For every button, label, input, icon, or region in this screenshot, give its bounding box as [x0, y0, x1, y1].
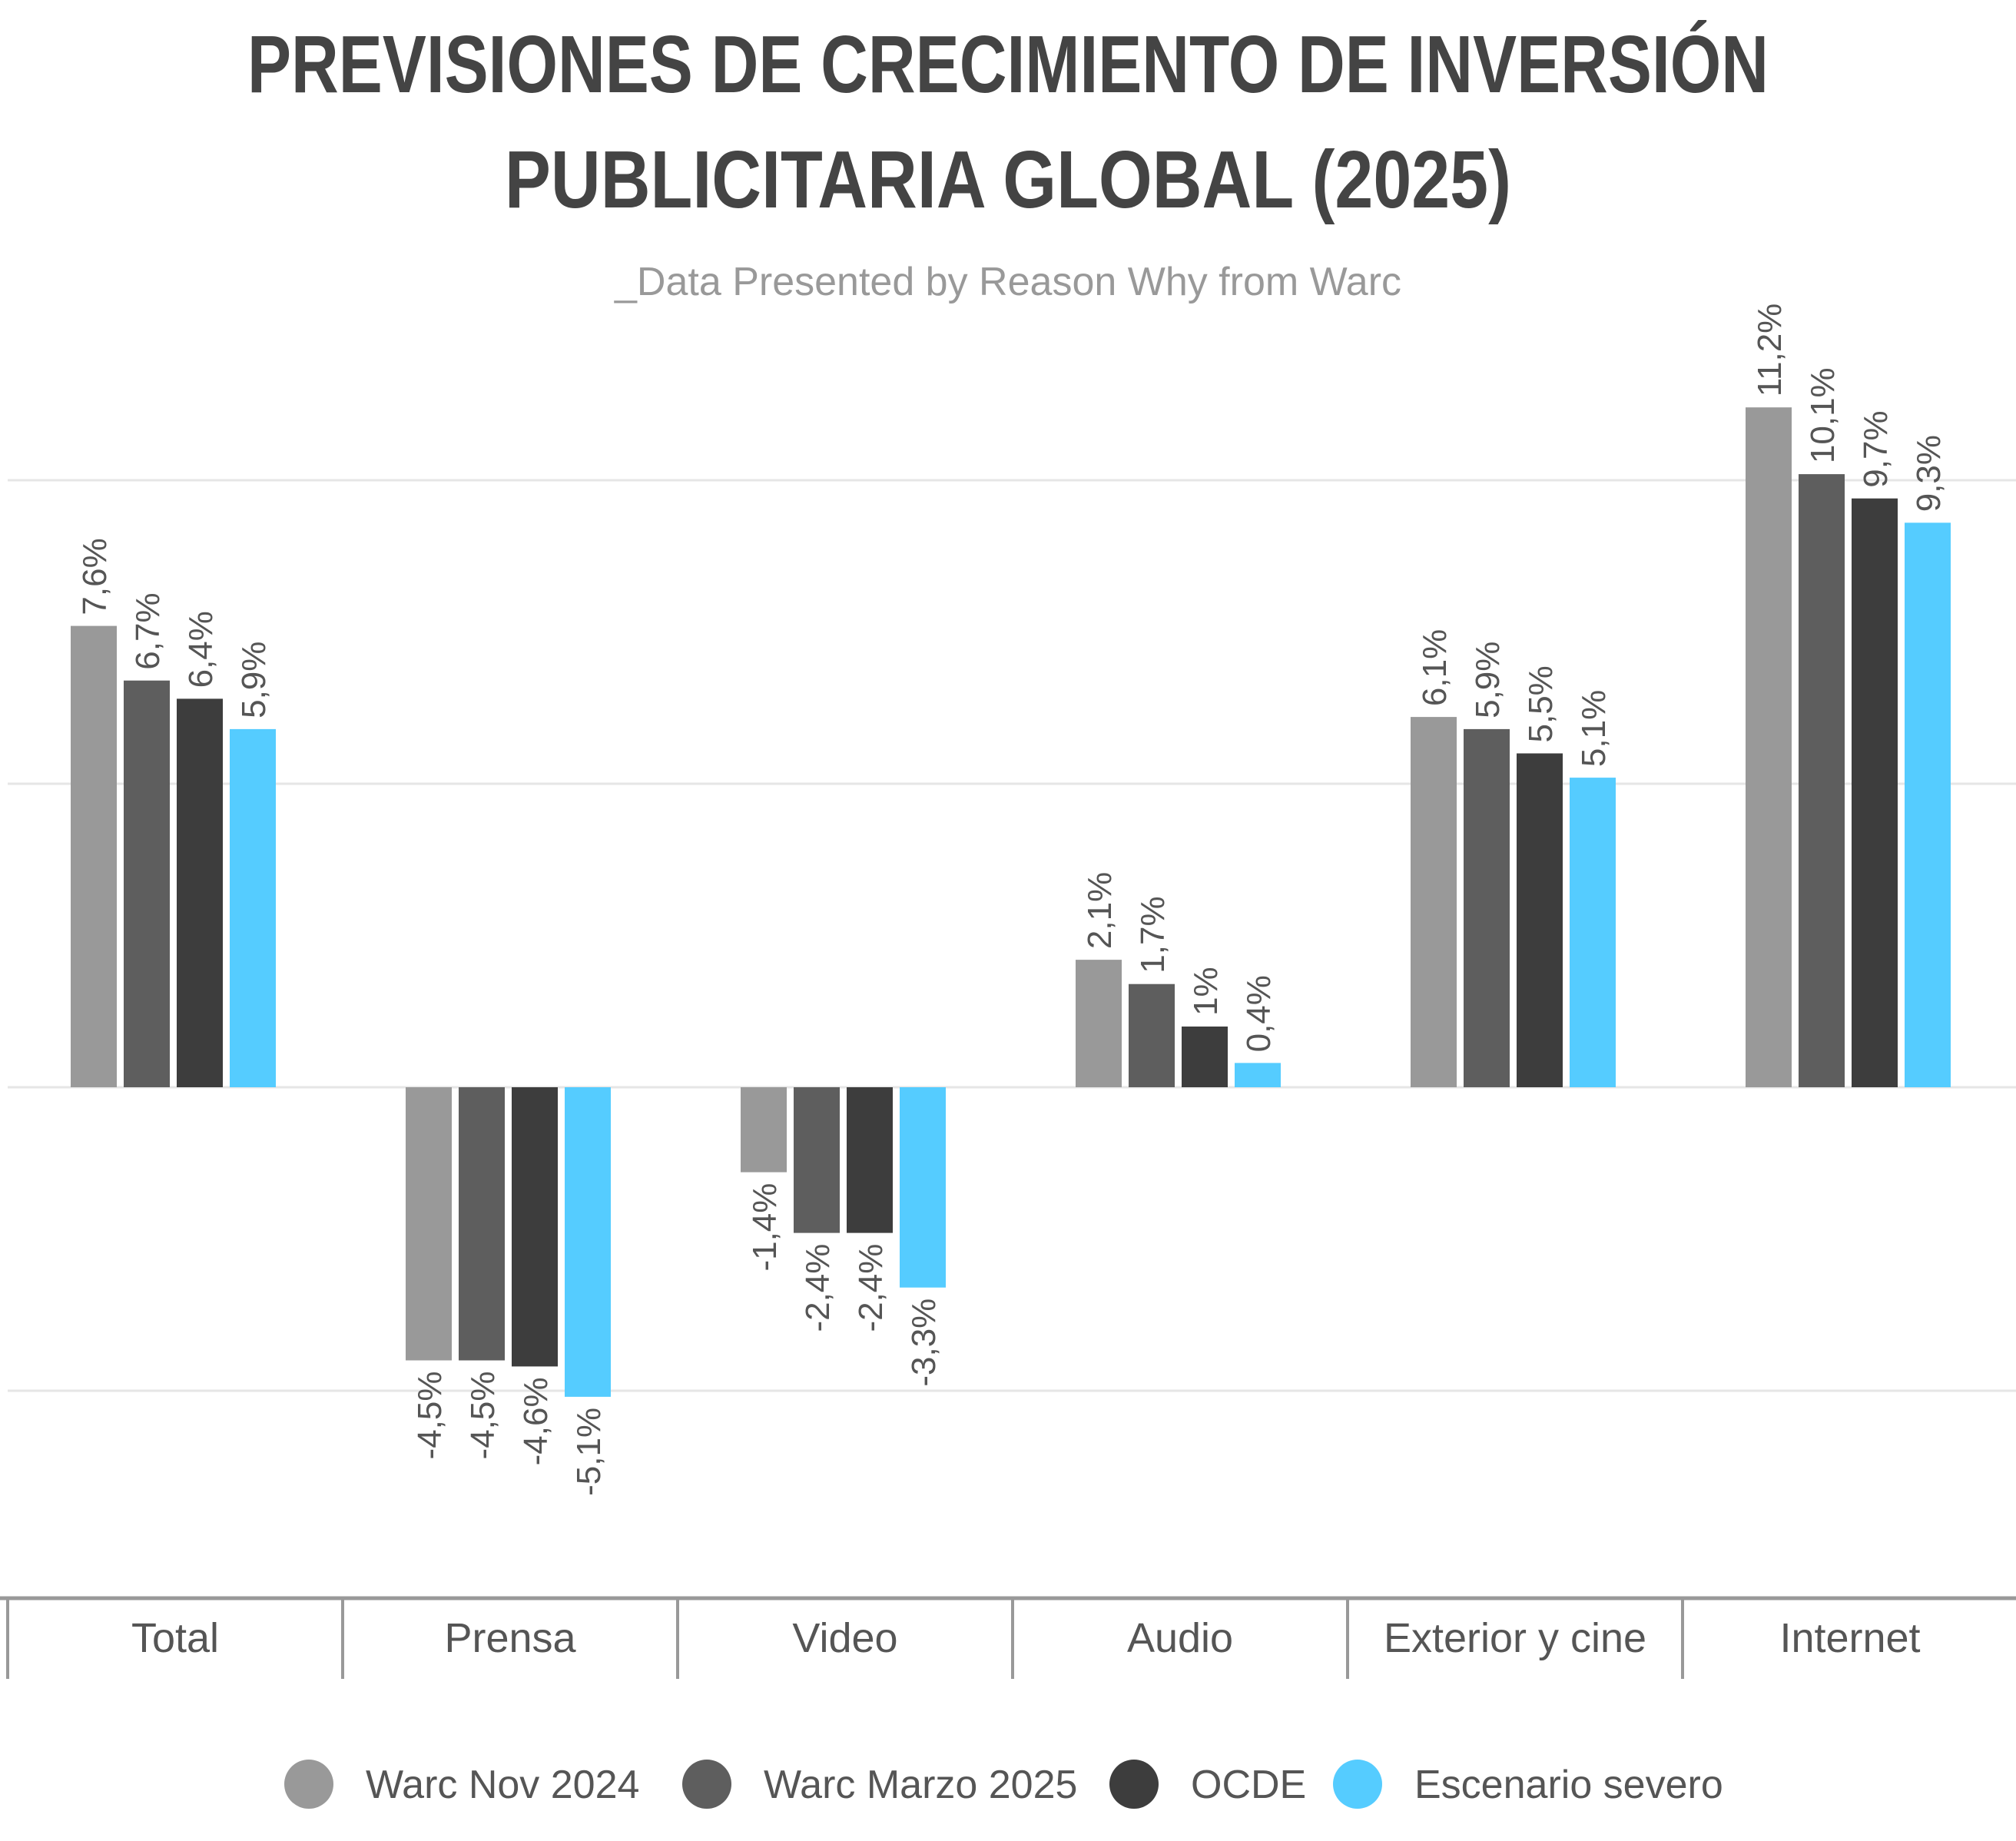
bar — [1905, 522, 1951, 1087]
bar — [1235, 1063, 1281, 1087]
legend-label: OCDE — [1191, 1763, 1306, 1807]
data-label: 7,6% — [76, 538, 114, 615]
data-label: 5,5% — [1522, 665, 1560, 742]
legend: Warc Nov 2024 Warc Marzo 2025 OCDE Escenari… — [284, 1760, 1723, 1809]
data-label: -2,4% — [799, 1244, 837, 1332]
bar — [177, 698, 223, 1087]
data-label: -4,5% — [411, 1372, 449, 1460]
bar — [124, 680, 170, 1087]
data-label: 1,7% — [1134, 896, 1172, 973]
legend-marker — [284, 1760, 333, 1809]
bar — [741, 1087, 787, 1173]
bar — [1799, 474, 1845, 1087]
bar — [512, 1087, 558, 1367]
data-label: 10,1% — [1804, 367, 1842, 463]
data-label: 6,1% — [1416, 629, 1454, 706]
chart-title-line-2: PUBLICITARIA GLOBAL (2025) — [505, 134, 1511, 225]
x-tick-label: Audio — [1127, 1615, 1233, 1661]
legend-label: Escenario severo — [1414, 1763, 1723, 1807]
legend-marker — [682, 1760, 731, 1809]
chart-title-line-1: PREVISIONES DE CRECIMIENTO DE INVERSIÓN — [247, 19, 1769, 110]
legend-marker — [1333, 1760, 1382, 1809]
x-tick-label: Prensa — [444, 1615, 576, 1661]
bar — [1129, 984, 1175, 1087]
legend-marker — [1109, 1760, 1159, 1809]
bar — [1746, 407, 1792, 1087]
data-label: -3,3% — [905, 1299, 943, 1387]
data-label: 9,7% — [1857, 410, 1895, 487]
value-labels-group: 7,6% 6,7% 6,4% 5,9% -4,5% -4,5% -4,6% -5,1% -1,4… — [76, 304, 1948, 1496]
bar — [1076, 960, 1122, 1087]
x-axis: Total Prensa Video Audio Exterior y cine Inte… — [0, 1596, 2016, 1679]
data-label: 6,7% — [129, 592, 167, 669]
bar — [1182, 1027, 1228, 1087]
data-label: -5,1% — [570, 1408, 608, 1496]
data-label: -4,5% — [464, 1372, 502, 1460]
legend-label: Warc Marzo 2025 — [764, 1763, 1077, 1807]
bar — [847, 1087, 893, 1233]
data-label: 2,1% — [1081, 872, 1119, 949]
data-label: 6,4% — [182, 611, 220, 688]
bar — [230, 728, 276, 1087]
data-label: -1,4% — [746, 1183, 784, 1272]
bar — [1411, 717, 1457, 1087]
bar — [1517, 753, 1563, 1087]
legend-label: Warc Nov 2024 — [366, 1763, 639, 1807]
data-label: 5,1% — [1575, 690, 1613, 767]
bar — [900, 1087, 946, 1288]
x-tick-label: Internet — [1779, 1615, 1920, 1661]
data-label: 11,2% — [1751, 304, 1789, 397]
data-label: 0,4% — [1240, 975, 1278, 1052]
bar — [1852, 498, 1898, 1087]
bar — [406, 1087, 452, 1361]
bar — [794, 1087, 840, 1233]
data-label: 5,9% — [235, 642, 273, 718]
x-tick-label: Total — [131, 1615, 219, 1661]
data-label: -2,4% — [852, 1244, 890, 1332]
bar — [459, 1087, 505, 1361]
x-tick-label: Exterior y cine — [1384, 1615, 1646, 1661]
gridlines — [8, 479, 2016, 1392]
bar — [1464, 728, 1510, 1087]
data-label: 9,3% — [1910, 435, 1948, 512]
bar — [71, 625, 117, 1087]
bar — [565, 1087, 611, 1397]
data-label: 1% — [1187, 967, 1225, 1016]
bar — [1570, 778, 1616, 1087]
bars-group — [71, 407, 1951, 1397]
data-label: -4,6% — [517, 1377, 555, 1465]
data-label: 5,9% — [1469, 642, 1507, 718]
x-tick-label: Video — [792, 1615, 897, 1661]
chart-subtitle: _Data Presented by Reason Why from Warc — [614, 260, 1401, 304]
